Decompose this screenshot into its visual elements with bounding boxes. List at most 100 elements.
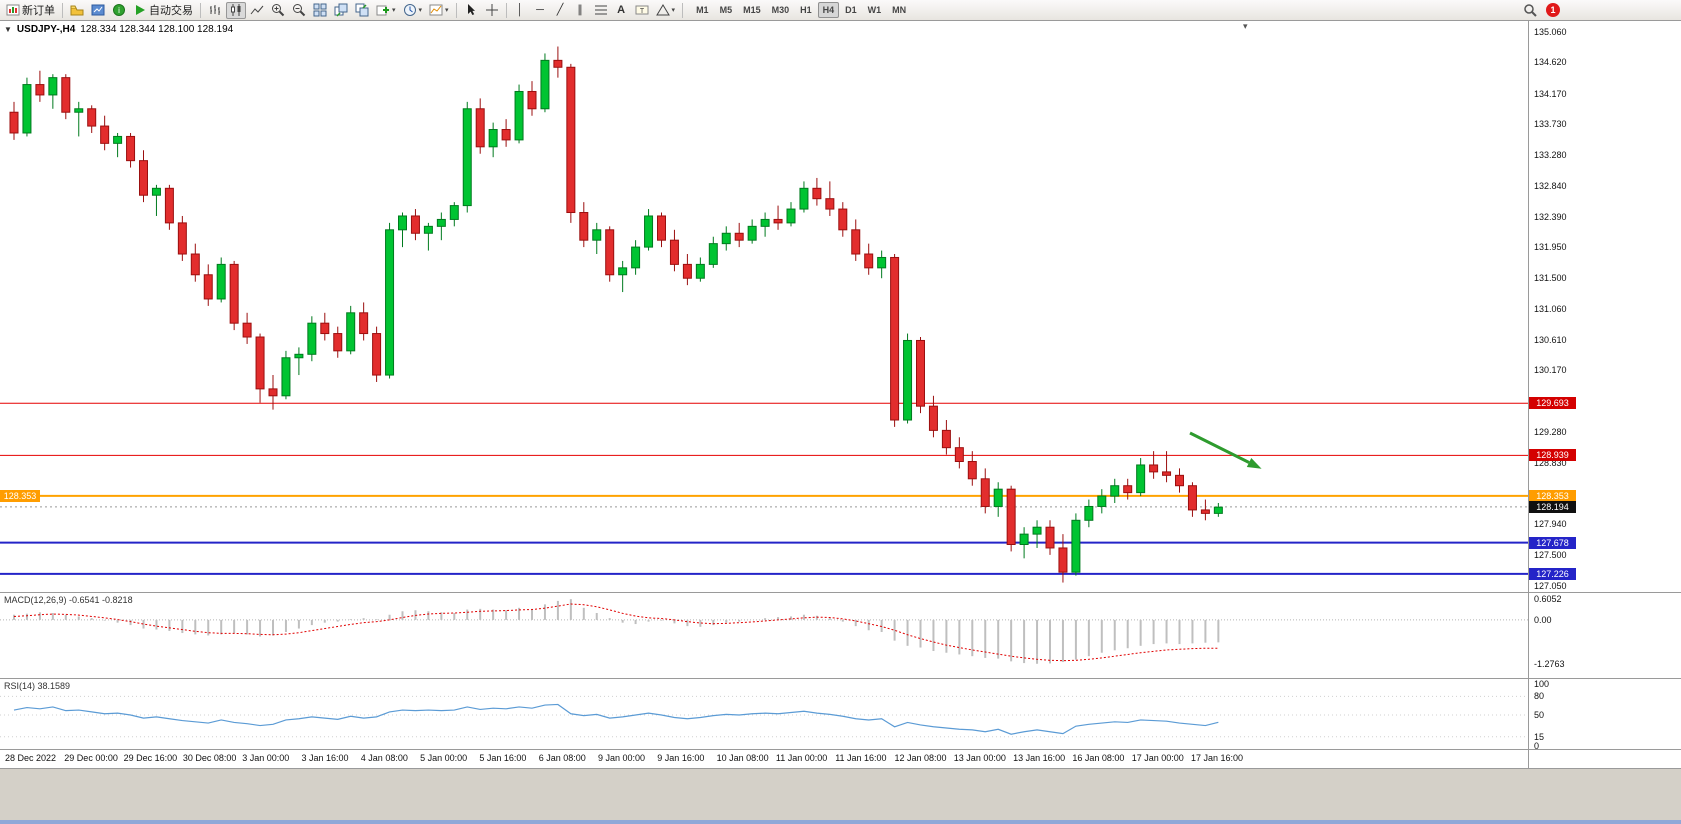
cursor-arrow-icon: [467, 4, 475, 15]
tile-windows-button[interactable]: [310, 2, 330, 19]
price-axis-label: 130.610: [1534, 334, 1567, 345]
candle-body: [864, 253, 874, 269]
candlestick-chart[interactable]: [0, 21, 1681, 592]
window-bottom-area: [0, 769, 1681, 824]
timeframe-m1-button[interactable]: M1: [696, 5, 709, 15]
candle-body: [1058, 547, 1068, 573]
candle-body: [734, 232, 744, 241]
chart-shift-marker[interactable]: ▾: [1243, 21, 1248, 31]
timeframe-mn-button[interactable]: MN: [892, 5, 907, 15]
current-price-badge: 128.194: [1529, 500, 1576, 513]
candle-body: [410, 215, 420, 234]
time-axis-label: 4 Jan 08:00: [360, 753, 408, 763]
templates-button[interactable]: ▾: [426, 2, 452, 19]
search-button[interactable]: [1520, 2, 1540, 19]
dropdown-caret-icon: ▾: [392, 6, 396, 14]
arrange-windows-icon: [355, 3, 369, 17]
timeframe-d1-button[interactable]: D1: [845, 5, 857, 15]
annotation-arrow-head[interactable]: [1246, 458, 1262, 469]
rsi-panel[interactable]: RSI(14) 38.1589 100 80 50 15 0: [0, 679, 1681, 751]
arrange-windows-button[interactable]: [352, 2, 372, 19]
dropdown-caret-icon: ▾: [671, 6, 676, 14]
time-axis-label: 6 Jan 08:00: [538, 753, 586, 763]
price-axis-label: 133.730: [1534, 118, 1567, 129]
candle-body: [773, 218, 783, 224]
dropdown-caret-icon: ▾: [418, 6, 423, 14]
profiles-button[interactable]: [67, 2, 87, 19]
time-axis-label: 11 Jan 00:00: [775, 753, 828, 763]
text-label-button[interactable]: T: [632, 2, 652, 19]
time-axis[interactable]: 28 Dec 2022 29 Dec 00:00 29 Dec 16:00 30 De…: [0, 750, 1681, 769]
price-chart-panel[interactable]: ▼ USDJPY-,H4 128.334 128.344 128.100 128…: [0, 21, 1681, 593]
price-axis-label: 127.050: [1534, 581, 1567, 591]
candle-body: [385, 229, 395, 376]
candle-body: [1006, 488, 1016, 546]
price-level-badge: 127.678: [1529, 536, 1576, 549]
time-axis-label: 16 Jan 08:00: [1072, 753, 1125, 763]
candle-body: [436, 218, 446, 227]
crosshair-button[interactable]: [482, 2, 502, 19]
channel-button[interactable]: ∥: [571, 2, 590, 19]
dropdown-caret-icon: ▾: [445, 6, 449, 14]
candle-body: [760, 218, 770, 227]
data-window-button[interactable]: i: [109, 2, 129, 19]
candle-body: [514, 90, 524, 141]
price-axis-label: 132.390: [1534, 211, 1567, 222]
market-watch-button[interactable]: [88, 2, 108, 19]
candle-body: [268, 388, 278, 397]
candle-body: [359, 312, 369, 335]
timeframe-m15-button[interactable]: M15: [743, 5, 761, 15]
fibonacci-button[interactable]: [591, 2, 611, 19]
channel-icon: ∥: [577, 3, 583, 16]
cursor-button[interactable]: [461, 2, 481, 19]
candle-body: [967, 461, 977, 480]
shapes-button[interactable]: ▾: [653, 2, 679, 19]
autotrading-button[interactable]: 自动交易: [130, 2, 196, 19]
tile-windows-icon: [313, 3, 327, 17]
zoom-out-button[interactable]: [289, 2, 309, 19]
candle-body: [1084, 505, 1094, 521]
timeframe-h4-button[interactable]: H4: [817, 2, 840, 18]
candle-body: [1071, 519, 1081, 573]
candle-body: [1136, 464, 1146, 494]
timeframe-m5-button[interactable]: M5: [719, 5, 733, 15]
bar-chart-button[interactable]: [205, 2, 225, 19]
price-axis-label: 131.500: [1534, 273, 1567, 284]
notification-badge[interactable]: 1: [1546, 3, 1560, 17]
horizontal-line-button[interactable]: ─: [531, 2, 550, 19]
rsi-chart[interactable]: [0, 679, 1681, 749]
timeframe-m30-button[interactable]: M30: [771, 5, 790, 15]
trendline-button[interactable]: ╱: [551, 2, 570, 19]
timeframe-h1-button[interactable]: H1: [800, 5, 812, 15]
candle-body: [255, 336, 265, 390]
candle-body: [100, 125, 110, 144]
periods-button[interactable]: ▾: [400, 2, 426, 19]
price-axis-label: 134.620: [1534, 57, 1567, 68]
candle-body: [540, 59, 550, 110]
candle-body: [1045, 526, 1055, 549]
candle-body: [462, 108, 472, 207]
vertical-line-button[interactable]: │: [511, 2, 530, 19]
rsi-axis-label: 100: [1534, 679, 1550, 689]
cascade-windows-button[interactable]: [331, 2, 351, 19]
new-order-button[interactable]: 新订单: [3, 2, 58, 19]
new-chart-button[interactable]: ▾: [373, 2, 399, 19]
timeframe-w1-button[interactable]: W1: [867, 5, 882, 15]
candle-body: [786, 208, 796, 224]
toolbar-separator: [62, 2, 63, 18]
text-button[interactable]: A: [612, 2, 631, 19]
candlestick-chart-button[interactable]: [226, 1, 246, 19]
annotation-arrow-shaft[interactable]: [1189, 431, 1250, 464]
macd-panel[interactable]: MACD(12,26,9) -0.6541 -0.8218 0.6052 0.00…: [0, 593, 1681, 679]
chart-menu-arrow-icon[interactable]: ▼: [4, 25, 12, 34]
data-window-icon: i: [113, 4, 125, 16]
zoom-in-button[interactable]: [268, 2, 288, 19]
candle-body: [592, 229, 602, 241]
candle-body: [1175, 474, 1184, 487]
macd-chart[interactable]: [0, 593, 1681, 678]
candle-body: [177, 222, 187, 255]
chart-ohlc-values: 128.334 128.344 128.100 128.194: [80, 24, 234, 35]
price-axis-label: 127.940: [1534, 519, 1567, 530]
line-chart-button[interactable]: [247, 2, 267, 19]
